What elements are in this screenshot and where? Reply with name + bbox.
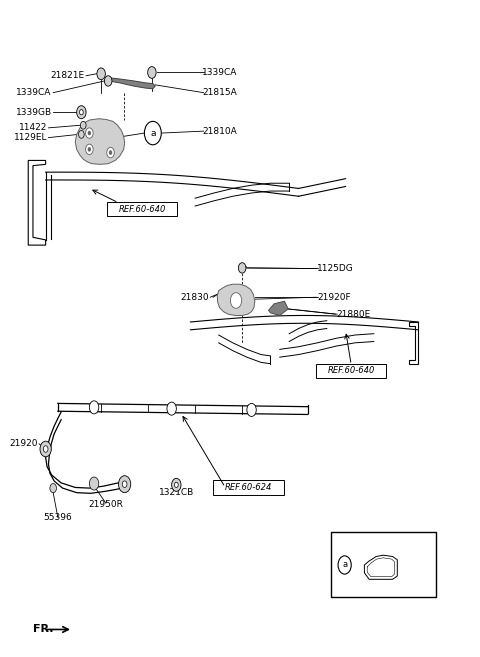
Circle shape [148,66,156,78]
Text: a: a [150,129,156,137]
Circle shape [239,263,246,273]
Polygon shape [75,119,125,164]
Circle shape [50,484,57,493]
Circle shape [172,478,181,491]
Text: 21821E: 21821E [50,71,84,80]
Text: FR.: FR. [33,624,53,635]
Circle shape [81,122,86,129]
Circle shape [247,403,256,417]
Circle shape [88,131,91,135]
Text: 21950R: 21950R [88,500,123,509]
Circle shape [80,110,83,115]
Circle shape [119,476,131,493]
Circle shape [174,482,178,487]
Circle shape [167,402,176,415]
Text: 21920F: 21920F [317,293,351,302]
Text: a: a [342,560,347,570]
Text: 55396: 55396 [44,513,72,522]
Text: REF.60-624: REF.60-624 [225,483,273,492]
Circle shape [109,150,112,154]
Circle shape [89,401,99,414]
Circle shape [97,68,105,79]
Polygon shape [107,78,155,89]
FancyBboxPatch shape [107,202,177,216]
Text: 21830: 21830 [180,293,209,302]
Text: 1339CA: 1339CA [16,88,52,97]
Text: 1129EL: 1129EL [13,133,47,142]
Text: 21920: 21920 [9,440,37,448]
Circle shape [144,122,161,145]
Text: 1125DG: 1125DG [317,264,354,273]
Text: 1321CB: 1321CB [159,488,194,497]
Circle shape [79,131,84,138]
Text: REF.60-640: REF.60-640 [119,205,166,214]
Text: 1339GB: 1339GB [16,108,52,117]
Circle shape [89,477,99,490]
Polygon shape [268,301,288,315]
Text: REF.60-640: REF.60-640 [327,367,375,375]
Circle shape [43,445,48,452]
Circle shape [230,292,242,308]
FancyBboxPatch shape [214,480,284,495]
Circle shape [338,556,351,574]
Circle shape [122,481,127,487]
FancyBboxPatch shape [331,532,436,597]
Polygon shape [217,284,255,315]
FancyBboxPatch shape [316,364,386,378]
Text: 21880E: 21880E [336,309,371,319]
Circle shape [107,147,114,158]
Circle shape [85,144,93,154]
Text: 11422: 11422 [19,124,47,132]
Text: 1339CA: 1339CA [202,68,238,77]
Text: 21810A: 21810A [202,127,237,135]
Circle shape [40,442,51,457]
Text: 21819B: 21819B [395,553,430,562]
Circle shape [85,128,93,138]
Circle shape [77,106,86,119]
Circle shape [88,147,91,151]
Text: 21815A: 21815A [202,88,237,97]
Circle shape [105,76,112,86]
